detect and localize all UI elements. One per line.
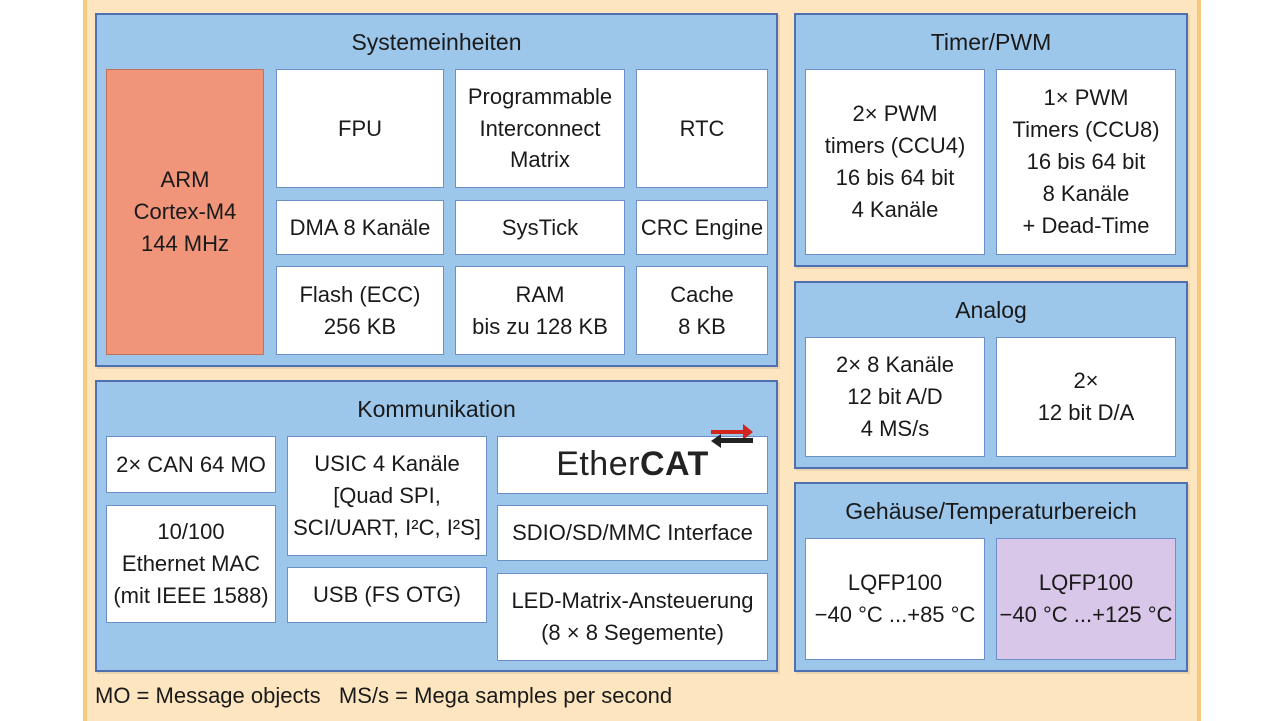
group-title-package-temperature: Gehäuse/Temperaturbereich [845, 498, 1137, 524]
block-ethercat: EtherCAT [497, 424, 768, 494]
group-title-timer-pwm: Timer/PWM [930, 29, 1052, 55]
ethercat-logo-cat: CAT [639, 445, 709, 484]
block-can: 2× CAN 64 MO [106, 436, 276, 493]
block-usb: USB (FS OTG) [287, 567, 487, 623]
block-dac: 2× 12 bit D/A [996, 337, 1176, 457]
block-rtc: RTC [636, 69, 768, 188]
block-dma: DMA 8 Kanäle [276, 200, 444, 255]
group-title-system-units: Systemeinheiten [351, 29, 522, 55]
block-adc: 2× 8 Kanäle 12 bit A/D 4 MS/s [805, 337, 985, 457]
group-title-communication: Kommunikation [357, 396, 516, 422]
block-ram: RAM bis zu 128 KB [455, 266, 625, 355]
block-programmable-interconnect-matrix: Programmable Interconnect Matrix [455, 69, 625, 188]
group-title-analog: Analog [955, 297, 1027, 323]
block-arm-cortex-m4: ARM Cortex-M4 144 MHz [106, 69, 264, 355]
block-lqfp100-85c: LQFP100 −40 °C ...+85 °C [805, 538, 985, 660]
block-cache: Cache 8 KB [636, 266, 768, 355]
block-pwm-ccu8: 1× PWM Timers (CCU8) 16 bis 64 bit 8 Kan… [996, 69, 1176, 255]
block-sdio-interface: SDIO/SD/MMC Interface [497, 505, 768, 561]
block-flash: Flash (ECC) 256 KB [276, 266, 444, 355]
block-ethernet-mac: 10/100 Ethernet MAC (mit IEEE 1588) [106, 505, 276, 623]
block-systick: SysTick [455, 200, 625, 255]
block-pwm-ccu4: 2× PWM timers (CCU4) 16 bis 64 bit 4 Kan… [805, 69, 985, 255]
ethercat-logo-ether: Ether [556, 445, 640, 484]
block-crc-engine: CRC Engine [636, 200, 768, 255]
block-led-matrix: LED-Matrix-Ansteuerung (8 × 8 Segemente) [497, 573, 768, 661]
ethercat-arrows-icon [710, 424, 753, 449]
block-fpu: FPU [276, 69, 444, 188]
ethercat-logo: EtherCAT [556, 424, 753, 489]
block-usic: USIC 4 Kanäle [Quad SPI, SCI/UART, I²C, … [287, 436, 487, 556]
footer-legend: MO = Message objects MS/s = Mega samples… [95, 683, 673, 708]
block-lqfp100-125c: LQFP100 −40 °C ...+125 °C [996, 538, 1176, 660]
